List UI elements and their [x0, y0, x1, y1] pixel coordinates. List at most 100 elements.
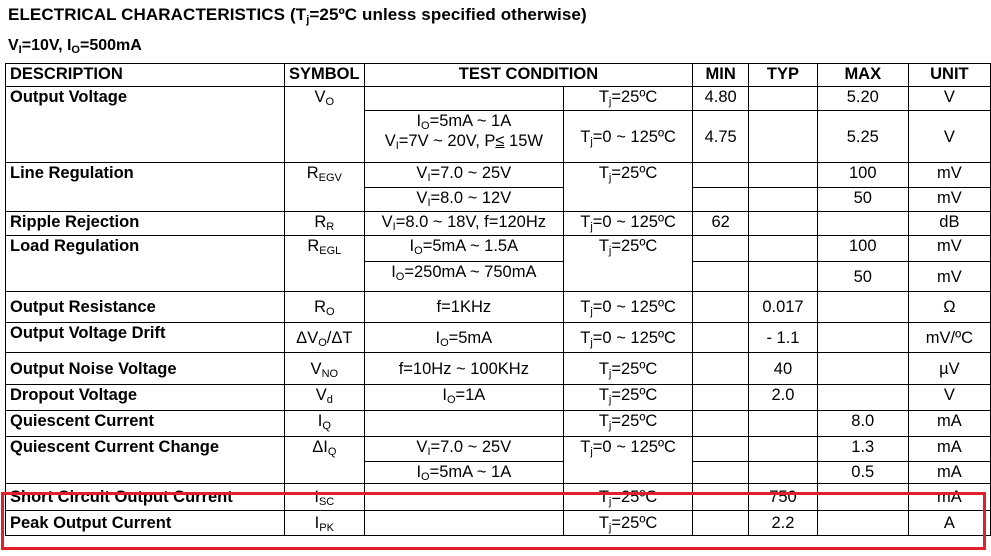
unit-cell: mV/ºC	[907, 322, 991, 353]
test-condition-cell: IO=5mA ~ 1A	[363, 461, 564, 484]
header-test-condition: TEST CONDITION	[363, 63, 694, 87]
temperature-cell: Tj=25ºC	[562, 352, 694, 385]
min-cell	[692, 261, 750, 292]
max-cell	[816, 211, 909, 236]
header-description: DESCRIPTION	[5, 63, 285, 87]
electrical-characteristics-table: DESCRIPTION SYMBOL TEST CONDITION MIN TY…	[5, 63, 991, 536]
unit-cell: mV	[907, 187, 991, 212]
min-cell	[692, 410, 750, 437]
row-symbol: VO	[283, 86, 365, 163]
typ-cell: 0.017	[748, 291, 818, 323]
test-condition-cell: VI=7.0 ~ 25V	[363, 162, 564, 188]
unit-cell: µV	[907, 352, 991, 385]
test-condition-cell: VI=8.0 ~ 18V, f=120Hz	[363, 211, 564, 236]
max-cell: 100	[816, 235, 909, 262]
temperature-cell: Tj=25ºC	[562, 162, 694, 212]
table-row: Quiescent Current IQ Tj=25ºC 8.0 mA	[5, 410, 991, 437]
max-cell: 5.20	[816, 86, 909, 111]
typ-cell: - 1.1	[748, 322, 818, 353]
row-symbol: IQ	[283, 410, 365, 437]
temperature-cell: Tj=0 ~ 125ºC	[562, 110, 694, 163]
row-description: Dropout Voltage	[5, 384, 285, 411]
row-description: Output Resistance	[5, 291, 285, 323]
min-cell	[692, 352, 750, 385]
test-condition-cell: VI=8.0 ~ 12V	[363, 187, 564, 212]
test-condition-cell: f=1KHz	[363, 291, 564, 323]
table-row: Peak Output Current IPK Tj=25ºC 2.2 A	[5, 510, 991, 536]
unit-cell: mA	[907, 461, 991, 484]
typ-cell	[748, 261, 818, 292]
row-symbol: REGV	[283, 162, 365, 212]
min-cell	[692, 235, 750, 262]
max-cell	[816, 384, 909, 411]
temperature-cell: Tj=25ºC	[562, 510, 694, 536]
typ-cell	[748, 461, 818, 484]
test-condition-cell: IO=250mA ~ 750mA	[363, 261, 564, 292]
temperature-cell: Tj=0 ~ 125ºC	[562, 322, 694, 353]
row-symbol: RR	[283, 211, 365, 236]
typ-cell	[748, 86, 818, 111]
typ-cell: 2.0	[748, 384, 818, 411]
test-condition-cell: f=10Hz ~ 100KHz	[363, 352, 564, 385]
row-symbol: ΔIQ	[283, 436, 365, 484]
header-min: MIN	[692, 63, 750, 87]
unit-cell: mV	[907, 162, 991, 188]
min-cell	[692, 510, 750, 536]
unit-cell: mV	[907, 261, 991, 292]
table-row: IO=250mA ~ 750mA 50 mV	[6, 261, 991, 292]
table-row: IO=5mA ~ 1A 0.5 mA	[6, 461, 991, 484]
header-unit: UNIT	[907, 63, 991, 87]
header-max: MAX	[816, 63, 909, 87]
temperature-cell: Tj=25ºC	[562, 483, 694, 511]
table-row: Ripple Rejection RR VI=8.0 ~ 18V, f=120H…	[5, 211, 991, 236]
test-condition-cell: IO=5mA	[363, 322, 564, 353]
unit-cell: Ω	[907, 291, 991, 323]
row-symbol: ΔVO/ΔT	[283, 322, 365, 353]
max-cell	[816, 352, 909, 385]
max-cell: 50	[816, 187, 909, 212]
row-description: Ripple Rejection	[5, 211, 285, 236]
unit-cell: mV	[907, 235, 991, 262]
test-condition-cell	[363, 510, 564, 536]
highlight-box	[1, 492, 986, 550]
table-row: Dropout Voltage Vd IO=1A Tj=25ºC 2.0 V	[5, 384, 991, 411]
temperature-cell: Tj=0 ~ 125ºC	[562, 291, 694, 323]
temperature-cell: Tj=25ºC	[562, 410, 694, 437]
typ-cell	[748, 211, 818, 236]
typ-cell	[748, 162, 818, 188]
header-typ: TYP	[748, 63, 818, 87]
row-symbol: Vd	[283, 384, 365, 411]
max-cell: 100	[816, 162, 909, 188]
min-cell: 62	[692, 211, 750, 236]
test-condition-cell: IO=1A	[363, 384, 564, 411]
typ-cell: 2.2	[748, 510, 818, 536]
typ-cell	[748, 410, 818, 437]
unit-cell: dB	[907, 211, 991, 236]
row-description: Load Regulation	[5, 235, 285, 292]
header-row: DESCRIPTION SYMBOL TEST CONDITION MIN TY…	[5, 63, 991, 87]
typ-cell	[748, 436, 818, 462]
max-cell: 50	[816, 261, 909, 292]
typ-cell	[748, 235, 818, 262]
row-description: Quiescent Current	[5, 410, 285, 437]
min-cell	[692, 322, 750, 353]
typ-cell	[748, 110, 818, 163]
temperature-cell: Tj=25ºC	[562, 235, 694, 292]
row-symbol: VNO	[283, 352, 365, 385]
typ-cell	[748, 187, 818, 212]
unit-cell: mA	[907, 436, 991, 462]
row-description: Line Regulation	[5, 162, 285, 212]
min-cell	[692, 461, 750, 484]
row-symbol: RO	[283, 291, 365, 323]
test-conditions-line: VI=10V, IO=500mA	[8, 37, 142, 56]
row-description: Output Noise Voltage	[5, 352, 285, 385]
table-row: Output Resistance RO f=1KHz Tj=0 ~ 125ºC…	[5, 291, 991, 323]
table-row: Line Regulation REGV VI=7.0 ~ 25V Tj=25º…	[5, 162, 991, 212]
min-cell	[692, 291, 750, 323]
temperature-cell: Tj=25ºC	[562, 384, 694, 411]
test-condition-cell	[363, 410, 564, 437]
typ-cell: 40	[748, 352, 818, 385]
unit-cell: V	[907, 384, 991, 411]
row-description: Output Voltage Drift	[5, 322, 285, 353]
max-cell	[816, 322, 909, 353]
